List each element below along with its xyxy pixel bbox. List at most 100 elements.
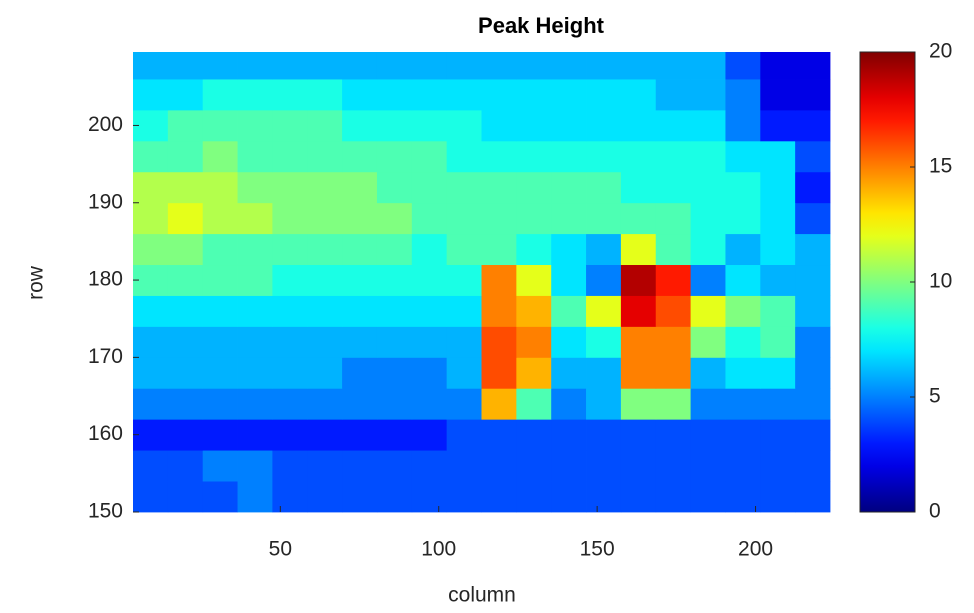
heatmap-cell bbox=[307, 388, 343, 420]
heatmap-cell bbox=[795, 388, 831, 420]
heatmap-cell bbox=[307, 52, 343, 80]
heatmap-cell bbox=[690, 140, 726, 173]
x-axis-label: column bbox=[448, 584, 516, 607]
heatmap-cell bbox=[516, 450, 552, 482]
heatmap-cell bbox=[725, 52, 761, 80]
heatmap-cell bbox=[167, 357, 204, 389]
heatmap-cell bbox=[237, 450, 273, 482]
heatmap-cell bbox=[272, 419, 308, 451]
heatmap-cell bbox=[307, 326, 343, 358]
heatmap-cell bbox=[795, 52, 831, 80]
heatmap-cell bbox=[481, 481, 517, 513]
heatmap-cell bbox=[237, 357, 273, 389]
heatmap-cell bbox=[760, 357, 796, 389]
heatmap-cell bbox=[690, 264, 726, 296]
heatmap-cell bbox=[760, 79, 796, 111]
heatmap-cell bbox=[481, 419, 517, 451]
heatmap-cell bbox=[376, 140, 413, 173]
heatmap-cell bbox=[725, 202, 761, 235]
heatmap-cell bbox=[481, 326, 517, 358]
colorbar bbox=[859, 51, 916, 513]
heatmap-cell bbox=[760, 295, 796, 327]
heatmap-cell bbox=[620, 419, 657, 451]
heatmap-cell bbox=[446, 233, 482, 266]
heatmap-cell bbox=[446, 52, 482, 80]
y-tick-label: 150 bbox=[88, 500, 123, 523]
heatmap-cell bbox=[586, 202, 622, 235]
heatmap-cell bbox=[272, 171, 308, 204]
heatmap-cell bbox=[551, 109, 587, 142]
heatmap-cell bbox=[307, 171, 343, 204]
heatmap-cell bbox=[167, 171, 204, 204]
heatmap-cell bbox=[481, 79, 517, 111]
heatmap-cell bbox=[760, 264, 796, 296]
heatmap-cell bbox=[202, 140, 238, 173]
heatmap-cell bbox=[586, 109, 622, 142]
heatmap-cell bbox=[551, 357, 587, 389]
heatmap-cell bbox=[725, 140, 761, 173]
heatmap-cell bbox=[202, 450, 238, 482]
heatmap-cell bbox=[446, 450, 482, 482]
heatmap-cell bbox=[133, 481, 169, 513]
heatmap-cell bbox=[446, 295, 482, 327]
heatmap-cell bbox=[551, 202, 587, 235]
heatmap-cell bbox=[446, 326, 482, 358]
heatmap-cell bbox=[586, 450, 622, 482]
heatmap-cell bbox=[760, 140, 796, 173]
heatmap-cell bbox=[481, 109, 517, 142]
colorbar-tick-label: 10 bbox=[929, 270, 952, 293]
heatmap-cell bbox=[376, 264, 413, 296]
heatmap-cell bbox=[655, 357, 691, 389]
y-axis-label: row bbox=[25, 265, 48, 300]
heatmap-cell bbox=[133, 388, 169, 420]
y-tick-label: 190 bbox=[88, 190, 123, 213]
heatmap-cell bbox=[690, 481, 726, 513]
heatmap-cell bbox=[446, 388, 482, 420]
heatmap-cell bbox=[551, 264, 587, 296]
heatmap-cell bbox=[551, 52, 587, 80]
heatmap-cell bbox=[411, 140, 448, 173]
heatmap-cell bbox=[760, 481, 796, 513]
heatmap-cell bbox=[551, 140, 587, 173]
heatmap-cell bbox=[725, 419, 761, 451]
heatmap-cell bbox=[272, 264, 308, 296]
heatmap-cell bbox=[586, 388, 622, 420]
heatmap-cell bbox=[481, 357, 517, 389]
heatmap-cell bbox=[342, 171, 378, 204]
heatmap-cell bbox=[307, 233, 343, 266]
heatmap-cell bbox=[167, 326, 204, 358]
heatmap-cell bbox=[690, 357, 726, 389]
heatmap-cell bbox=[342, 109, 378, 142]
heatmap-cell bbox=[272, 326, 308, 358]
heatmap-cell bbox=[690, 233, 726, 266]
heatmap-cell bbox=[620, 264, 657, 296]
heatmap-cell bbox=[655, 140, 691, 173]
heatmap-cell bbox=[376, 357, 413, 389]
heatmap-cell bbox=[516, 357, 552, 389]
heatmap-cell bbox=[411, 481, 448, 513]
heatmap-cell bbox=[342, 140, 378, 173]
heatmap-cell bbox=[446, 79, 482, 111]
heatmap-cell bbox=[411, 326, 448, 358]
heatmap-cell bbox=[690, 295, 726, 327]
x-tick-label: 100 bbox=[421, 538, 456, 561]
heatmap-cell bbox=[551, 481, 587, 513]
heatmap-cell bbox=[655, 233, 691, 266]
heatmap-cell bbox=[516, 140, 552, 173]
heatmap-cell bbox=[376, 481, 413, 513]
heatmap-cell bbox=[481, 202, 517, 235]
heatmap-cell bbox=[586, 79, 622, 111]
heatmap-cell bbox=[586, 295, 622, 327]
heatmap-cell bbox=[342, 450, 378, 482]
heatmap-cell bbox=[272, 109, 308, 142]
heatmap-cell bbox=[167, 52, 204, 80]
heatmap-cell bbox=[795, 202, 831, 235]
heatmap-cell bbox=[725, 357, 761, 389]
heatmap-cell bbox=[133, 233, 169, 266]
heatmap-cell bbox=[760, 326, 796, 358]
y-tick-label: 170 bbox=[88, 345, 123, 368]
heatmap-cell bbox=[411, 233, 448, 266]
heatmap-cell bbox=[446, 171, 482, 204]
heatmap-cell bbox=[237, 264, 273, 296]
heatmap-cell bbox=[760, 419, 796, 451]
